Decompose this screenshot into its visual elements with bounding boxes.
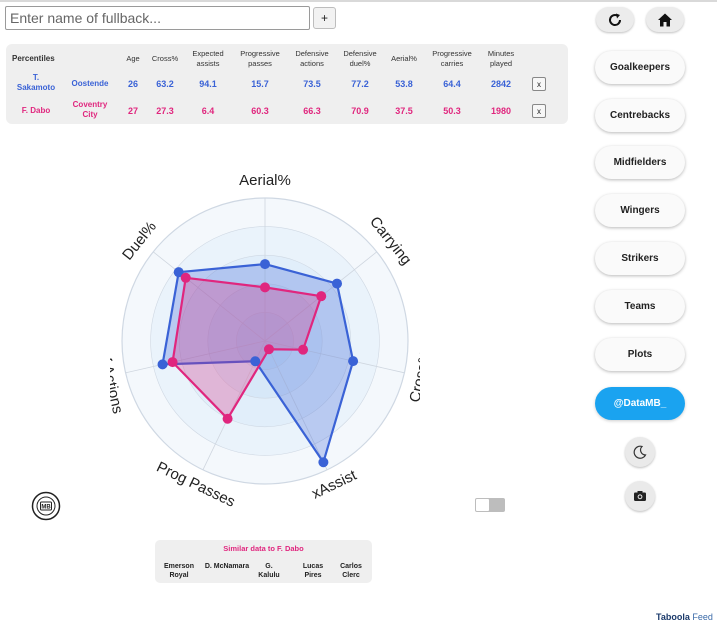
radar-point [332, 278, 343, 289]
radar-axis-line [264, 340, 405, 374]
radar-grid [121, 197, 409, 485]
radar-axis-label: Cross% [406, 349, 420, 404]
view-toggle[interactable] [475, 498, 505, 512]
radar-point [318, 457, 329, 468]
radar-point [263, 344, 274, 355]
radar-point [348, 356, 359, 367]
table-cell: 26 [127, 79, 138, 89]
table-cell: 94.1 [199, 79, 217, 89]
similar-player[interactable]: G. Kalulu [258, 563, 280, 579]
nav-wingers-button[interactable]: Wingers [595, 194, 685, 227]
radar-point [260, 259, 270, 270]
radar-point [298, 344, 309, 355]
search-input[interactable] [5, 6, 310, 30]
table-cell: 1980 [490, 106, 512, 116]
table-cell: 50.3 [443, 106, 461, 116]
table-header-minutes: Minutes played [487, 49, 515, 68]
table-header-cross: Cross% [151, 54, 179, 63]
nav-plots-button[interactable]: Plots [595, 338, 685, 371]
svg-text:MB: MB [41, 505, 51, 511]
table-header-def-actions: Defensive actions [295, 49, 329, 68]
table-cell: 27 [127, 106, 138, 116]
table-header-duel: Defensive duel% [343, 49, 377, 68]
nav-goalkeepers-button[interactable]: Goalkeepers [595, 51, 685, 84]
moon-icon [633, 445, 647, 459]
refresh-icon [609, 13, 622, 26]
dark-mode-button[interactable] [625, 437, 655, 467]
table-row-team: Coventry City [72, 100, 108, 119]
footer-brand-suffix: Feed [692, 612, 713, 622]
radar-point [260, 282, 270, 293]
radar-point [250, 356, 261, 367]
comparison-table: Percentiles Age Cross% Expected assists … [6, 44, 568, 124]
table-cell: 53.8 [395, 79, 413, 89]
table-cell: 60.3 [251, 106, 269, 116]
table-cell: 66.3 [303, 106, 321, 116]
screenshot-button[interactable] [625, 481, 655, 511]
table-header-prog-carries: Progressive carries [432, 49, 472, 68]
similar-player[interactable]: Lucas Pires [302, 563, 324, 579]
radar-point [316, 291, 327, 302]
table-cell: 63.2 [156, 79, 174, 89]
nav-strikers-button[interactable]: Strikers [595, 242, 685, 275]
home-icon [658, 13, 672, 26]
radar-point [167, 357, 178, 368]
table-cell: 2842 [490, 79, 512, 89]
similar-players-card: Similar data to F. Dabo Emerson Royal D.… [155, 540, 372, 583]
radar-axis-line [152, 251, 266, 342]
home-button[interactable] [646, 7, 684, 32]
table-cell: 70.9 [351, 106, 369, 116]
radar-point [222, 413, 233, 424]
remove-player-button[interactable]: x [532, 104, 546, 118]
toggle-knob [476, 499, 489, 511]
nav-midfielders-button[interactable]: Midfielders [595, 146, 685, 179]
table-cell: 73.5 [303, 79, 321, 89]
table-cell: 6.4 [201, 106, 215, 116]
add-player-button[interactable]: + [313, 7, 336, 29]
radar-axis-label: Aerial% [239, 172, 291, 189]
datamb-button[interactable]: @DataMB_ [595, 387, 685, 420]
table-header-aerial: Aerial% [391, 54, 417, 63]
radar-series-area [171, 276, 323, 420]
similar-player[interactable]: D. McNamara [204, 563, 250, 570]
mb-logo: MB [31, 491, 61, 521]
table-row-player[interactable]: T. Sakamoto [16, 73, 56, 92]
camera-icon [634, 491, 646, 501]
nav-centrebacks-button[interactable]: Centrebacks [595, 99, 685, 132]
radar-point [157, 359, 168, 370]
remove-player-button[interactable]: x [532, 77, 546, 91]
radar-point [180, 272, 191, 283]
table-cell: 64.4 [443, 79, 461, 89]
table-header-xassist: Expected assists [192, 49, 224, 68]
table-cell: 15.7 [251, 79, 269, 89]
table-header-percentiles: Percentiles [12, 54, 55, 63]
similar-title: Similar data to F. Dabo [223, 544, 304, 553]
radar-series [157, 259, 359, 468]
nav-teams-button[interactable]: Teams [595, 290, 685, 323]
table-header-age: Age [126, 54, 140, 63]
top-divider [0, 0, 717, 2]
table-cell: 37.5 [395, 106, 413, 116]
radar-point [173, 267, 184, 278]
refresh-button[interactable] [596, 7, 634, 32]
footer-brand[interactable]: Taboola Feed [656, 612, 713, 622]
footer-brand-name: Taboola [656, 612, 690, 622]
table-row-player[interactable]: F. Dabo [21, 106, 51, 115]
table-row-team: Oostende [71, 79, 109, 88]
radar-axis-line [264, 340, 328, 471]
similar-player[interactable]: Carlos Clerc [340, 563, 362, 579]
table-cell: 77.2 [351, 79, 369, 89]
similar-player[interactable]: Emerson Royal [164, 563, 194, 579]
table-header-prog-passes: Progressive passes [240, 49, 280, 68]
table-cell: 27.3 [156, 106, 174, 116]
radar-axis-line [125, 340, 266, 374]
